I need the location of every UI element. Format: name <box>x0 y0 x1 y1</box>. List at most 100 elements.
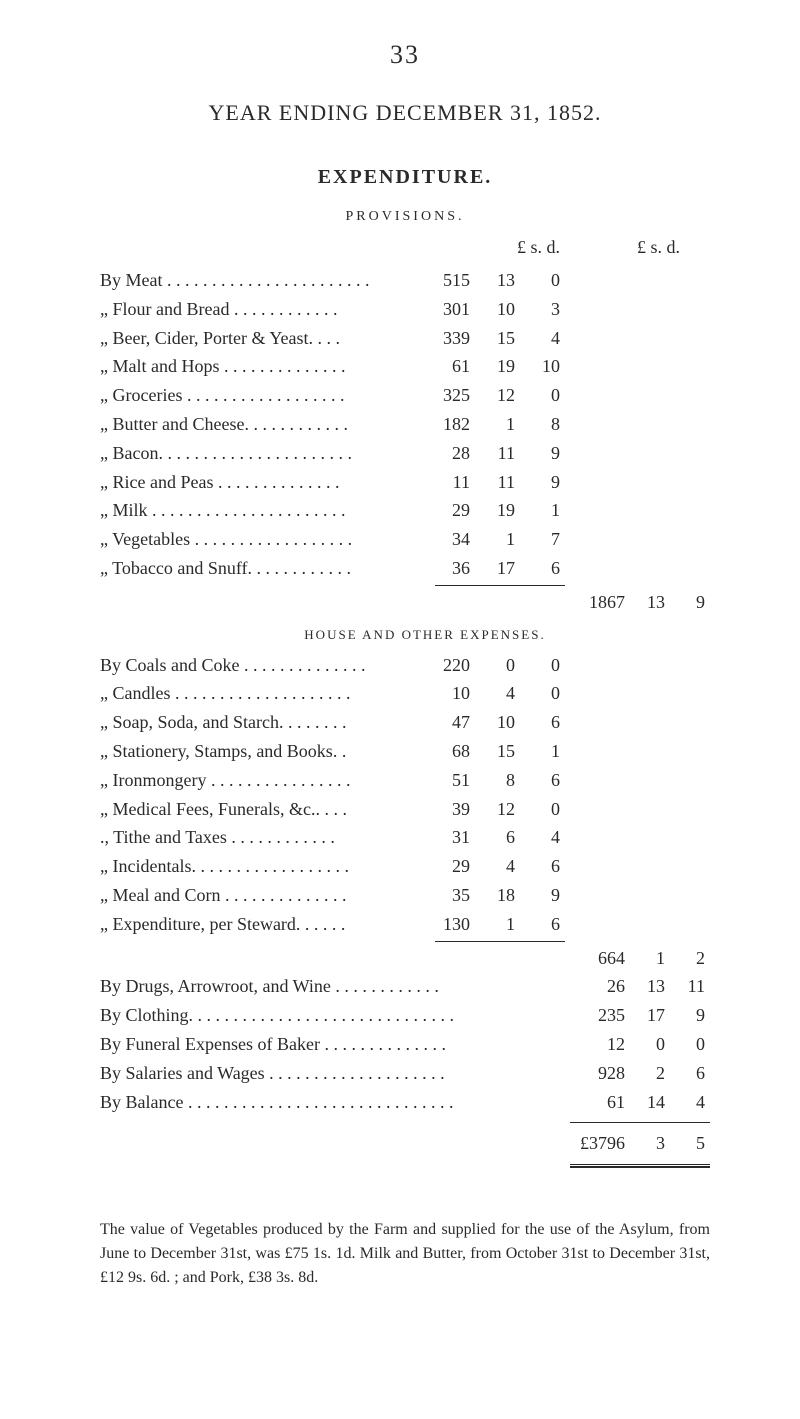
item-label: By Meat . . . . . . . . . . . . . . . . … <box>100 266 420 295</box>
provisions-header: PROVISIONS. <box>100 209 710 225</box>
item-pence: 0 <box>515 679 560 708</box>
grand-total-rule <box>570 1122 710 1123</box>
summary-pounds: 928 <box>565 1059 625 1088</box>
line-item: „ Beer, Cider, Porter & Yeast. . . . 339… <box>100 324 710 353</box>
provisions-subtotal: 1867 13 9 <box>100 588 710 617</box>
item-label: „ Beer, Cider, Porter & Yeast. . . . <box>100 324 420 353</box>
item-label: „ Incidentals. . . . . . . . . . . . . .… <box>100 852 420 881</box>
item-label: „ Vegetables . . . . . . . . . . . . . .… <box>100 525 420 554</box>
grand-total-shillings: 3 <box>625 1129 665 1158</box>
item-pence: 4 <box>515 324 560 353</box>
item-shillings: 1 <box>470 410 515 439</box>
item-shillings: 19 <box>470 496 515 525</box>
summary-shillings: 14 <box>625 1088 665 1117</box>
item-shillings: 4 <box>470 679 515 708</box>
item-label: „ Bacon. . . . . . . . . . . . . . . . .… <box>100 439 420 468</box>
summary-shillings: 0 <box>625 1030 665 1059</box>
line-item: „ Butter and Cheese. . . . . . . . . . .… <box>100 410 710 439</box>
item-pounds: 31 <box>420 823 470 852</box>
item-label: „ Ironmongery . . . . . . . . . . . . . … <box>100 766 420 795</box>
summary-pence: 9 <box>665 1001 705 1030</box>
item-pounds: 34 <box>420 525 470 554</box>
line-item: „ Vegetables . . . . . . . . . . . . . .… <box>100 525 710 554</box>
page-number: 33 <box>100 40 710 70</box>
item-pounds: 182 <box>420 410 470 439</box>
item-shillings: 18 <box>470 881 515 910</box>
line-item: „ Incidentals. . . . . . . . . . . . . .… <box>100 852 710 881</box>
line-item: „ Stationery, Stamps, and Books. . 68 15… <box>100 737 710 766</box>
item-pence: 10 <box>515 352 560 381</box>
subtotal-shillings: 1 <box>625 944 665 973</box>
item-pounds: 220 <box>420 651 470 680</box>
document-title: YEAR ENDING DECEMBER 31, 1852. <box>100 100 710 126</box>
item-label: „ Soap, Soda, and Starch. . . . . . . . <box>100 708 420 737</box>
item-pounds: 301 <box>420 295 470 324</box>
item-label: „ Candles . . . . . . . . . . . . . . . … <box>100 679 420 708</box>
summary-line: By Salaries and Wages . . . . . . . . . … <box>100 1059 710 1088</box>
item-label: „ Rice and Peas . . . . . . . . . . . . … <box>100 468 420 497</box>
house-subtotal: 664 1 2 <box>100 944 710 973</box>
item-shillings: 11 <box>470 439 515 468</box>
line-item: „ Milk . . . . . . . . . . . . . . . . .… <box>100 496 710 525</box>
item-pence: 6 <box>515 554 560 583</box>
summary-shillings: 2 <box>625 1059 665 1088</box>
item-pounds: 36 <box>420 554 470 583</box>
item-pence: 4 <box>515 823 560 852</box>
item-shillings: 17 <box>470 554 515 583</box>
summary-pounds: 12 <box>565 1030 625 1059</box>
summary-label: By Drugs, Arrowroot, and Wine . . . . . … <box>100 972 565 1001</box>
summary-line: By Drugs, Arrowroot, and Wine . . . . . … <box>100 972 710 1001</box>
item-shillings: 4 <box>470 852 515 881</box>
line-item: „ Tobacco and Snuff. . . . . . . . . . .… <box>100 554 710 583</box>
item-pence: 9 <box>515 881 560 910</box>
item-label: „ Stationery, Stamps, and Books. . <box>100 737 420 766</box>
subtotal-pounds: 664 <box>565 944 625 973</box>
summary-pounds: 235 <box>565 1001 625 1030</box>
item-label: „ Tobacco and Snuff. . . . . . . . . . .… <box>100 554 420 583</box>
item-label: „ Butter and Cheese. . . . . . . . . . .… <box>100 410 420 439</box>
item-shillings: 6 <box>470 823 515 852</box>
item-pounds: 325 <box>420 381 470 410</box>
item-pence: 9 <box>515 468 560 497</box>
line-item: „ Bacon. . . . . . . . . . . . . . . . .… <box>100 439 710 468</box>
lsd-header-2: £ s. d. <box>560 237 680 258</box>
summary-line: By Clothing. . . . . . . . . . . . . . .… <box>100 1001 710 1030</box>
line-item: „ Meal and Corn . . . . . . . . . . . . … <box>100 881 710 910</box>
summary-label: By Clothing. . . . . . . . . . . . . . .… <box>100 1001 565 1030</box>
item-pounds: 68 <box>420 737 470 766</box>
footnote: The value of Vegetables produced by the … <box>100 1218 710 1290</box>
item-pence: 6 <box>515 766 560 795</box>
item-pence: 6 <box>515 910 560 939</box>
item-shillings: 13 <box>470 266 515 295</box>
house-expenses-header: HOUSE AND OTHER EXPENSES. <box>100 627 710 643</box>
item-pence: 0 <box>515 795 560 824</box>
item-shillings: 11 <box>470 468 515 497</box>
item-pence: 3 <box>515 295 560 324</box>
item-shillings: 1 <box>470 525 515 554</box>
item-pounds: 39 <box>420 795 470 824</box>
item-pounds: 29 <box>420 496 470 525</box>
line-item: „ Soap, Soda, and Starch. . . . . . . . … <box>100 708 710 737</box>
item-pence: 0 <box>515 381 560 410</box>
line-item: „ Ironmongery . . . . . . . . . . . . . … <box>100 766 710 795</box>
grand-total-pence: 5 <box>665 1129 705 1158</box>
line-item: „ Malt and Hops . . . . . . . . . . . . … <box>100 352 710 381</box>
subtotal-pence: 9 <box>665 588 705 617</box>
subtotal-pence: 2 <box>665 944 705 973</box>
item-pounds: 11 <box>420 468 470 497</box>
item-shillings: 0 <box>470 651 515 680</box>
item-label: „ Malt and Hops . . . . . . . . . . . . … <box>100 352 420 381</box>
item-pence: 8 <box>515 410 560 439</box>
item-pence: 6 <box>515 708 560 737</box>
summary-shillings: 17 <box>625 1001 665 1030</box>
line-item: „ Groceries . . . . . . . . . . . . . . … <box>100 381 710 410</box>
grand-total-pounds: £3796 <box>565 1129 625 1158</box>
item-pence: 7 <box>515 525 560 554</box>
item-pence: 9 <box>515 439 560 468</box>
line-item: ., Tithe and Taxes . . . . . . . . . . .… <box>100 823 710 852</box>
item-shillings: 8 <box>470 766 515 795</box>
item-shillings: 15 <box>470 737 515 766</box>
item-pounds: 515 <box>420 266 470 295</box>
column-headers: £ s. d. £ s. d. <box>100 237 710 258</box>
lsd-header-1: £ s. d. <box>420 237 560 258</box>
